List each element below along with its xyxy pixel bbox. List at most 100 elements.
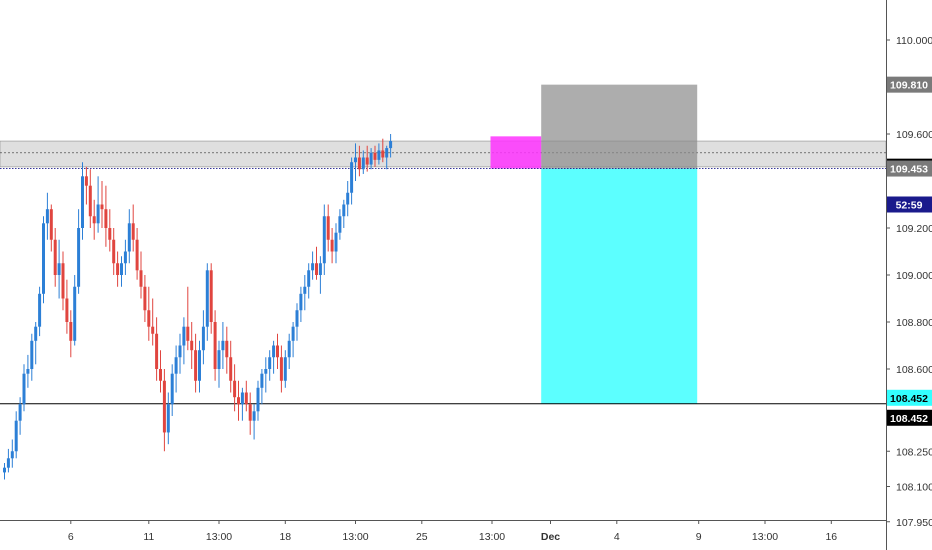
candle-body [279, 357, 283, 381]
candle [159, 350, 162, 393]
candle-body [6, 458, 10, 468]
candle-body [217, 350, 221, 369]
candle-body [201, 326, 205, 351]
candle [61, 251, 65, 311]
candle [357, 145, 361, 177]
candle-body [53, 239, 57, 275]
x-tick-label: 25 [416, 531, 428, 543]
candle-body [287, 340, 291, 358]
candle [365, 145, 369, 172]
x-tick-label: 18 [279, 531, 291, 543]
candle [213, 310, 217, 381]
candle [6, 448, 10, 473]
candle-body [334, 232, 338, 252]
candle [151, 298, 155, 346]
candle [381, 138, 385, 163]
candle [139, 251, 143, 299]
candle [330, 228, 334, 264]
candle [342, 199, 346, 228]
candle [205, 263, 209, 341]
candle-body [65, 298, 69, 322]
candle [291, 322, 295, 358]
candle-body [49, 209, 53, 240]
candle [77, 209, 81, 294]
candle [45, 192, 49, 240]
y-tick-label: 109.600 [896, 129, 932, 141]
candle-body [342, 204, 346, 217]
candle [229, 340, 233, 393]
candle-body [77, 228, 81, 287]
candle-body [350, 162, 354, 193]
price-badge: 52:59 [887, 196, 932, 213]
candle [252, 404, 256, 440]
y-tick-label: 108.800 [896, 317, 932, 329]
candle-body [116, 263, 120, 275]
x-tick-label: 4 [614, 531, 620, 543]
candle [256, 380, 260, 421]
candle-body [38, 293, 42, 327]
candle-body [143, 286, 147, 311]
candle-body [61, 263, 65, 299]
candle-body [120, 263, 123, 275]
candle-body [244, 392, 248, 405]
candle-body [248, 404, 252, 421]
candle-body [330, 239, 334, 252]
candle-body [326, 216, 330, 240]
candle-body [166, 404, 170, 433]
candle [225, 326, 229, 374]
candle [373, 145, 377, 167]
candle [237, 380, 240, 421]
candle [244, 380, 248, 412]
candle [120, 256, 123, 287]
x-tick-label: 13:00 [206, 531, 232, 543]
candle-body [365, 157, 369, 165]
y-tick-label: 108.250 [896, 446, 932, 458]
candle-body [381, 150, 385, 158]
candle-body [377, 150, 381, 160]
candle-body [190, 340, 194, 351]
candle-body [357, 157, 361, 170]
candle [38, 286, 42, 337]
candle [311, 251, 315, 280]
candle [147, 286, 151, 341]
candle-body [73, 286, 77, 341]
price-badge: 108.452 [887, 409, 932, 426]
price-badge-bg [887, 409, 932, 426]
candle-body [213, 322, 217, 369]
candle [326, 204, 330, 252]
candle [350, 157, 354, 205]
candle [22, 364, 26, 412]
price-badge-label: 52:59 [896, 200, 923, 212]
candle [108, 209, 112, 252]
candle [127, 209, 131, 264]
candle [283, 350, 287, 388]
candle-body [221, 340, 225, 351]
candle [49, 204, 53, 252]
candle-body [346, 192, 350, 205]
candle [10, 439, 14, 468]
candle [194, 333, 198, 393]
candle-body [295, 310, 299, 327]
candle [260, 369, 264, 405]
candle [299, 286, 303, 322]
candle-body [264, 369, 268, 374]
candle-body [369, 152, 373, 165]
candle [318, 256, 322, 294]
candle [174, 345, 178, 393]
candle-body [22, 373, 26, 405]
candle [18, 397, 22, 435]
candle-body [10, 451, 14, 459]
y-tick-label: 109.000 [896, 270, 932, 282]
candle [361, 150, 365, 174]
candle-body [170, 373, 174, 405]
candle [100, 181, 104, 228]
x-tick-label: 13:00 [479, 531, 505, 543]
candle [69, 310, 73, 358]
y-tick-label: 109.200 [896, 223, 932, 235]
candle [221, 322, 225, 369]
candle-body [229, 357, 233, 381]
candle-body [318, 263, 322, 275]
x-tick-label: 9 [696, 531, 702, 543]
candle [112, 228, 116, 275]
